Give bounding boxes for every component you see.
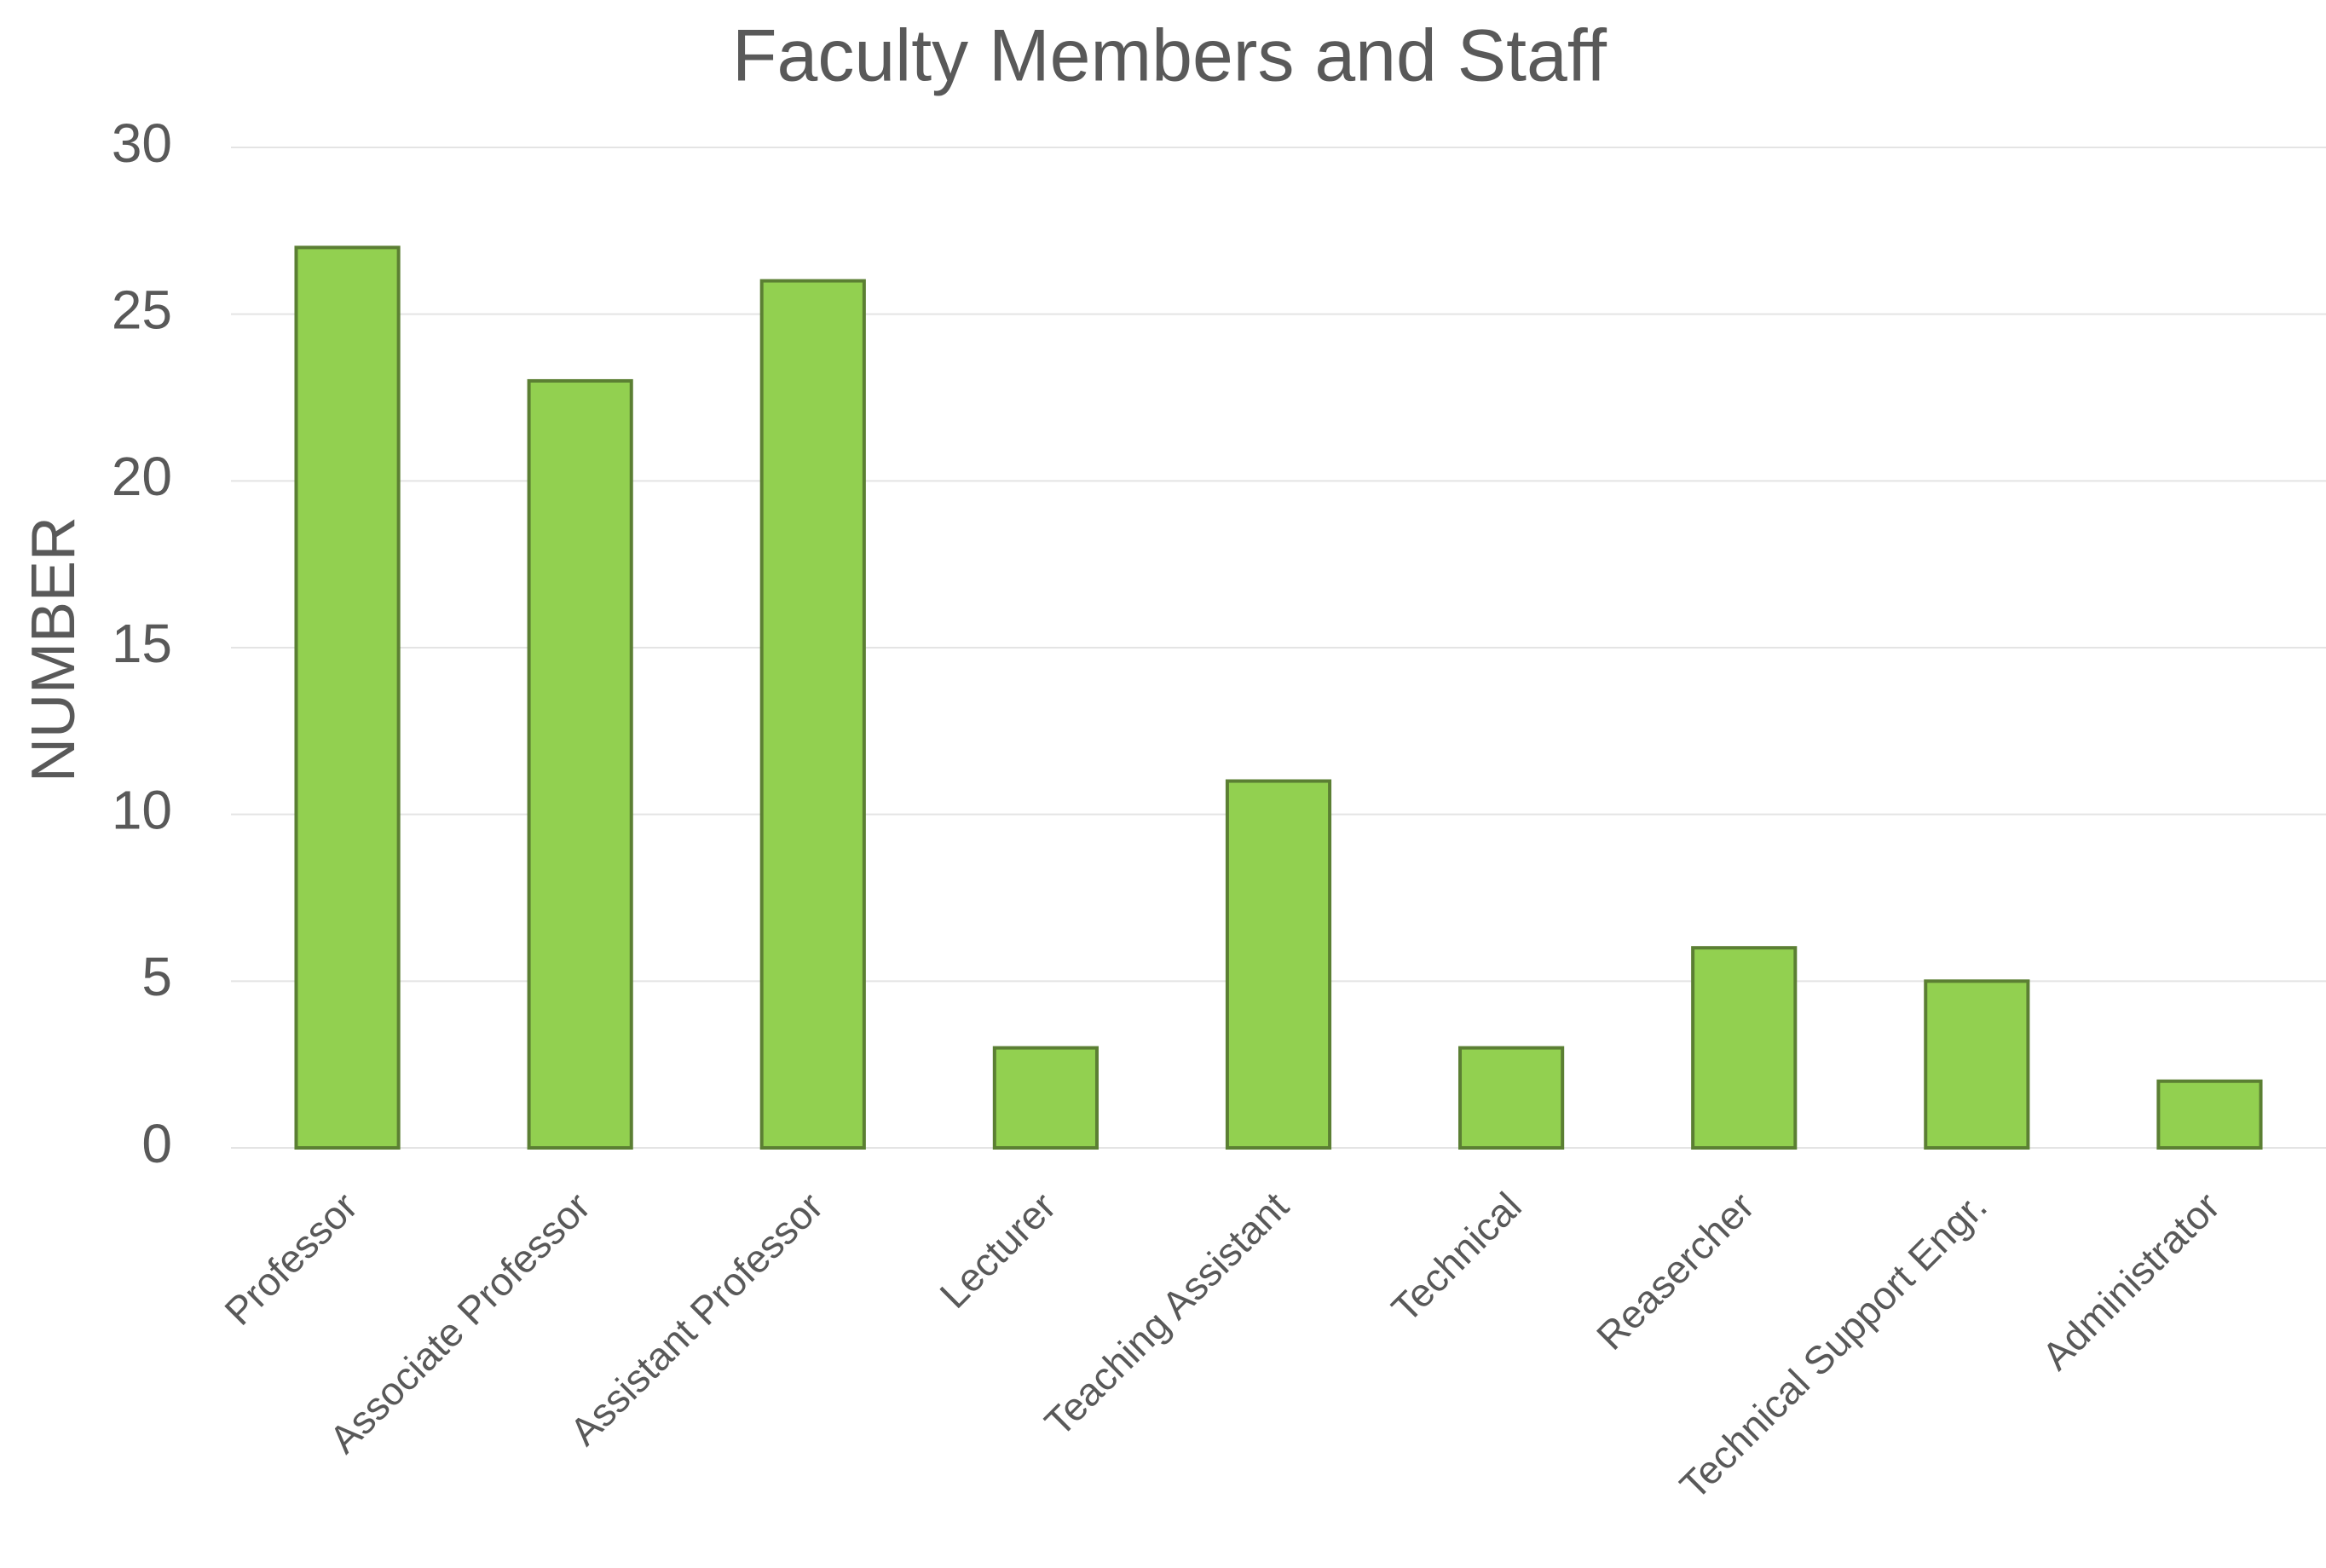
x-tick-label: Assistant Professor <box>561 1184 831 1454</box>
bar <box>294 245 401 1150</box>
bar <box>759 279 866 1150</box>
x-tick-label: Professor <box>216 1184 366 1334</box>
y-axis-title: NUMBER <box>20 516 88 782</box>
bar <box>1924 979 2030 1150</box>
y-tick-label: 10 <box>112 780 172 841</box>
y-tick-label: 0 <box>141 1113 172 1174</box>
chart-title: Faculty Members and Staff <box>732 15 1607 97</box>
x-tick-label: Associate Professor <box>320 1184 598 1461</box>
y-tick-label: 25 <box>112 280 172 341</box>
bar <box>992 1046 1099 1150</box>
bar <box>1458 1046 1565 1150</box>
bar <box>2156 1079 2263 1150</box>
y-tick-label: 15 <box>112 613 172 674</box>
x-tick-label: Technical <box>1382 1184 1529 1330</box>
bar <box>1225 779 1332 1150</box>
y-tick-label: 30 <box>112 112 172 174</box>
x-tick-label: Lecturer <box>931 1184 1064 1317</box>
bar <box>527 378 633 1150</box>
y-tick-label: 5 <box>141 946 172 1007</box>
x-tick-label: Administrator <box>2034 1184 2228 1378</box>
x-tick-label: Reasercher <box>1588 1184 1763 1358</box>
bar <box>1691 946 1798 1150</box>
x-tick-label: Teaching Assistant <box>1036 1184 1296 1444</box>
y-tick-label: 20 <box>112 446 172 507</box>
